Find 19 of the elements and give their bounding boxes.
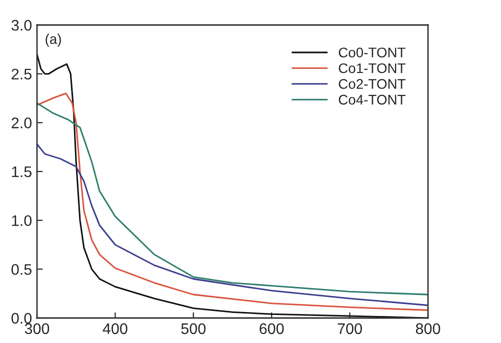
y-tick-label: 2.0 xyxy=(12,118,32,128)
y-tick-label: 0.5 xyxy=(12,264,32,275)
annotation: (a) xyxy=(46,34,61,47)
y-tick-label: 3.0 xyxy=(11,20,32,31)
x-tick-label: 800 xyxy=(416,323,440,334)
legend-label: Co1-TONT xyxy=(338,63,406,74)
y-tick-label: 1.5 xyxy=(12,166,32,178)
y-tick-label: 0.0 xyxy=(12,312,32,324)
x-tick-label: 300 xyxy=(24,323,50,334)
x-tick-label: 500 xyxy=(181,323,206,334)
legend-label: Co0-TONT xyxy=(338,48,406,58)
x-tick-label: 700 xyxy=(338,323,362,334)
legend-label: Co2-TONT xyxy=(338,79,406,89)
y-tick-label: 1.0 xyxy=(12,215,32,226)
y-tick-label: 2.5 xyxy=(12,68,32,80)
legend-label: Co4-TONT xyxy=(338,94,406,105)
x-tick-label: 600 xyxy=(260,323,284,334)
x-tick-label: 400 xyxy=(102,323,128,334)
line-series xyxy=(37,143,428,306)
